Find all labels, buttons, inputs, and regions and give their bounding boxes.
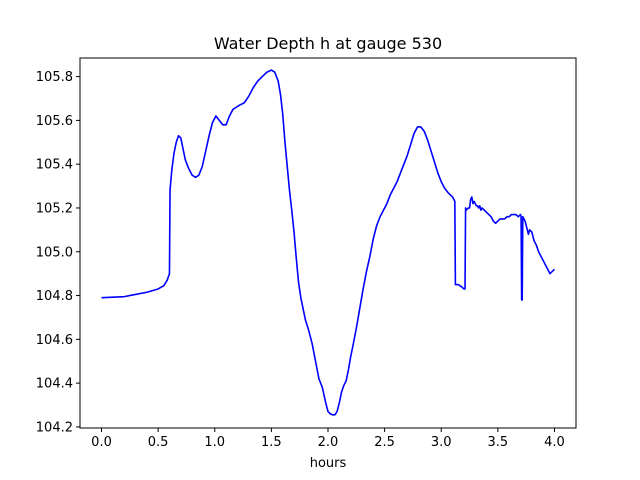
x-tick-label: 0.0 bbox=[91, 435, 112, 450]
y-tick-label: 105.4 bbox=[36, 158, 73, 173]
chart-title: Water Depth h at gauge 530 bbox=[214, 34, 442, 53]
x-tick-label: 2.5 bbox=[374, 435, 395, 450]
x-tick-label: 1.5 bbox=[261, 435, 282, 450]
y-axis-ticks: 104.2 104.4 104.6 104.8 105.0 105.2 105.4 105.6… bbox=[36, 70, 80, 435]
x-tick-label: 1.0 bbox=[204, 435, 225, 450]
x-tick-label: 2.0 bbox=[318, 435, 339, 450]
y-tick-label: 105.0 bbox=[36, 245, 73, 260]
y-tick-label: 105.6 bbox=[36, 114, 73, 129]
series-layer bbox=[101, 69, 556, 416]
y-tick-label: 104.4 bbox=[36, 377, 73, 392]
y-tick-label: 104.8 bbox=[36, 289, 73, 304]
x-tick-label: 3.5 bbox=[488, 435, 509, 450]
x-tick-label: 4.0 bbox=[544, 435, 565, 450]
x-tick-label: 3.0 bbox=[431, 435, 452, 450]
x-axis-ticks: 0.0 0.5 1.0 1.5 2.0 2.5 3.0 3.5 4.0 bbox=[91, 428, 565, 450]
y-tick-label: 105.2 bbox=[36, 201, 73, 216]
plot-area bbox=[80, 58, 576, 428]
y-tick-label: 105.8 bbox=[36, 70, 73, 85]
y-tick-label: 104.2 bbox=[36, 420, 73, 435]
x-axis-label: hours bbox=[310, 456, 347, 471]
series-line-water-depth bbox=[101, 69, 556, 416]
x-tick-label: 0.5 bbox=[148, 435, 169, 450]
plot-frame bbox=[79, 57, 577, 429]
y-tick-label: 104.6 bbox=[36, 333, 73, 348]
